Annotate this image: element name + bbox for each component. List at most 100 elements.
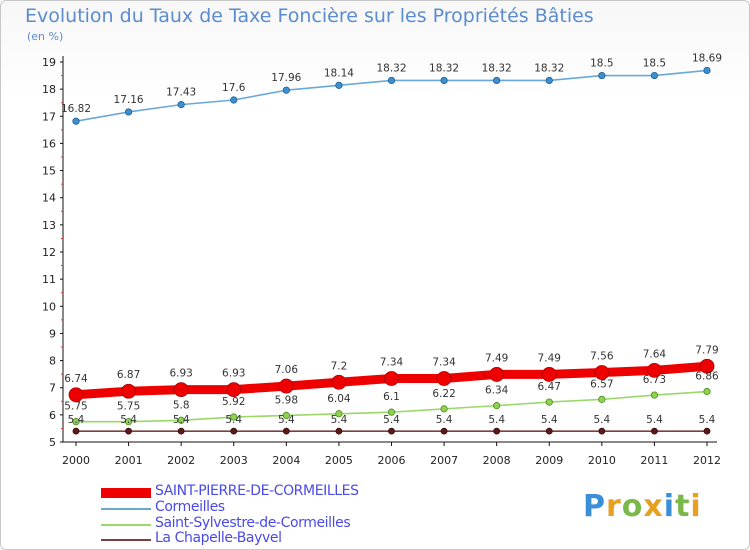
data-label: 6.22 <box>432 388 455 400</box>
data-point <box>650 71 659 80</box>
data-point <box>282 86 290 94</box>
data-label: 5.4 <box>646 414 663 426</box>
data-point <box>68 387 84 403</box>
legend-label: SAINT-PIERRE-DE-CORMEILLES <box>155 483 359 499</box>
data-point <box>598 71 606 80</box>
x-tick-label: 2004 <box>272 454 300 467</box>
x-tick-label: 2010 <box>588 454 616 467</box>
x-tick-label: 2005 <box>325 454 353 467</box>
data-label: 5.4 <box>699 414 716 426</box>
data-point <box>177 101 185 109</box>
data-label: 6.93 <box>169 368 192 380</box>
data-label: 6.93 <box>222 368 245 380</box>
x-tick-label: 2012 <box>693 454 721 467</box>
data-label: 7.49 <box>485 352 508 364</box>
data-label: 5.4 <box>331 414 348 426</box>
y-tick-label: 11 <box>42 273 56 286</box>
data-label: 7.64 <box>643 348 667 360</box>
data-point <box>436 371 452 386</box>
data-point <box>493 402 501 410</box>
data-label: 5.4 <box>120 414 137 426</box>
data-point <box>598 395 606 403</box>
data-label: 6.47 <box>538 381 561 393</box>
data-label: 6.86 <box>695 371 719 383</box>
data-point <box>125 427 132 435</box>
x-tick-label: 2009 <box>535 454 563 467</box>
proxiti-logo: Proxiti <box>583 489 702 524</box>
data-point <box>72 418 80 426</box>
legend-label: Saint-Sylvestre-de-Cormeilles <box>155 515 351 531</box>
x-tick-label: 2002 <box>167 454 195 467</box>
data-label: 5.4 <box>68 414 85 426</box>
data-label: 6.04 <box>327 393 351 405</box>
data-label: 6.1 <box>383 391 400 403</box>
data-label: 18.14 <box>324 67 354 79</box>
y-tick-label: 15 <box>42 165 56 178</box>
data-label: 7.49 <box>538 352 561 364</box>
data-point <box>489 367 505 382</box>
data-label: 6.57 <box>590 378 613 390</box>
data-label: 6.73 <box>643 374 666 386</box>
data-point <box>124 418 133 426</box>
data-point <box>388 427 395 435</box>
data-label: 5.4 <box>173 414 190 426</box>
logo-letter: i <box>663 489 676 524</box>
data-point <box>72 117 80 125</box>
logo-letter: t <box>675 489 691 524</box>
y-tick-label: 12 <box>42 246 56 259</box>
y-tick-label: 7 <box>49 382 56 395</box>
x-tick-label: 2001 <box>115 454 143 467</box>
data-point <box>594 365 610 380</box>
data-point <box>493 427 501 435</box>
data-point <box>335 81 343 89</box>
y-tick-label: 17 <box>42 110 56 123</box>
data-point <box>703 387 711 396</box>
data-label: 16.82 <box>61 103 91 115</box>
y-tick-label: 8 <box>49 355 56 368</box>
data-label: 18.32 <box>482 62 512 74</box>
logo-letter: x <box>643 489 664 524</box>
legend-swatch <box>101 524 151 526</box>
y-tick-label: 14 <box>42 192 56 205</box>
data-point <box>703 427 711 435</box>
data-point <box>226 382 242 398</box>
data-point <box>545 427 553 435</box>
data-label: 5.4 <box>488 414 505 426</box>
line-chart: 5 6 7 8 9 10 11 12 13 14 15 16 17 18 19 2000 2001 2002 200… <box>42 52 722 467</box>
data-point <box>387 408 396 416</box>
y-tick-label: 16 <box>42 137 56 150</box>
data-point <box>699 358 715 374</box>
data-point <box>541 367 557 382</box>
data-label: 5.4 <box>541 414 558 426</box>
data-point <box>598 427 606 435</box>
x-tick-label: 2003 <box>220 454 248 467</box>
data-label: 5.4 <box>383 414 400 426</box>
data-point <box>650 391 659 399</box>
data-point <box>384 371 399 386</box>
data-label: 6.34 <box>485 385 509 397</box>
y-tick-label: 10 <box>42 300 56 313</box>
data-point <box>440 76 448 85</box>
y-tick-label: 18 <box>42 83 56 96</box>
logo-letter: r <box>606 489 622 524</box>
data-label: 5.92 <box>222 396 245 408</box>
data-point <box>230 413 238 421</box>
logo-letter: o <box>621 489 644 524</box>
data-point <box>493 76 501 85</box>
data-label: 5.98 <box>275 394 298 406</box>
data-label: 18.69 <box>692 52 722 64</box>
data-point <box>331 374 347 390</box>
legend-swatch <box>101 539 151 541</box>
data-label: 7.56 <box>590 351 614 363</box>
data-label: 7.34 <box>432 356 456 368</box>
data-point <box>335 427 343 435</box>
logo-letter: P <box>583 489 606 524</box>
data-label: 18.5 <box>643 58 666 70</box>
data-point <box>230 427 238 435</box>
data-label: 18.32 <box>534 62 564 74</box>
data-point <box>647 362 662 378</box>
data-label: 7.79 <box>695 344 718 356</box>
data-point <box>124 108 133 116</box>
data-point <box>545 76 553 85</box>
